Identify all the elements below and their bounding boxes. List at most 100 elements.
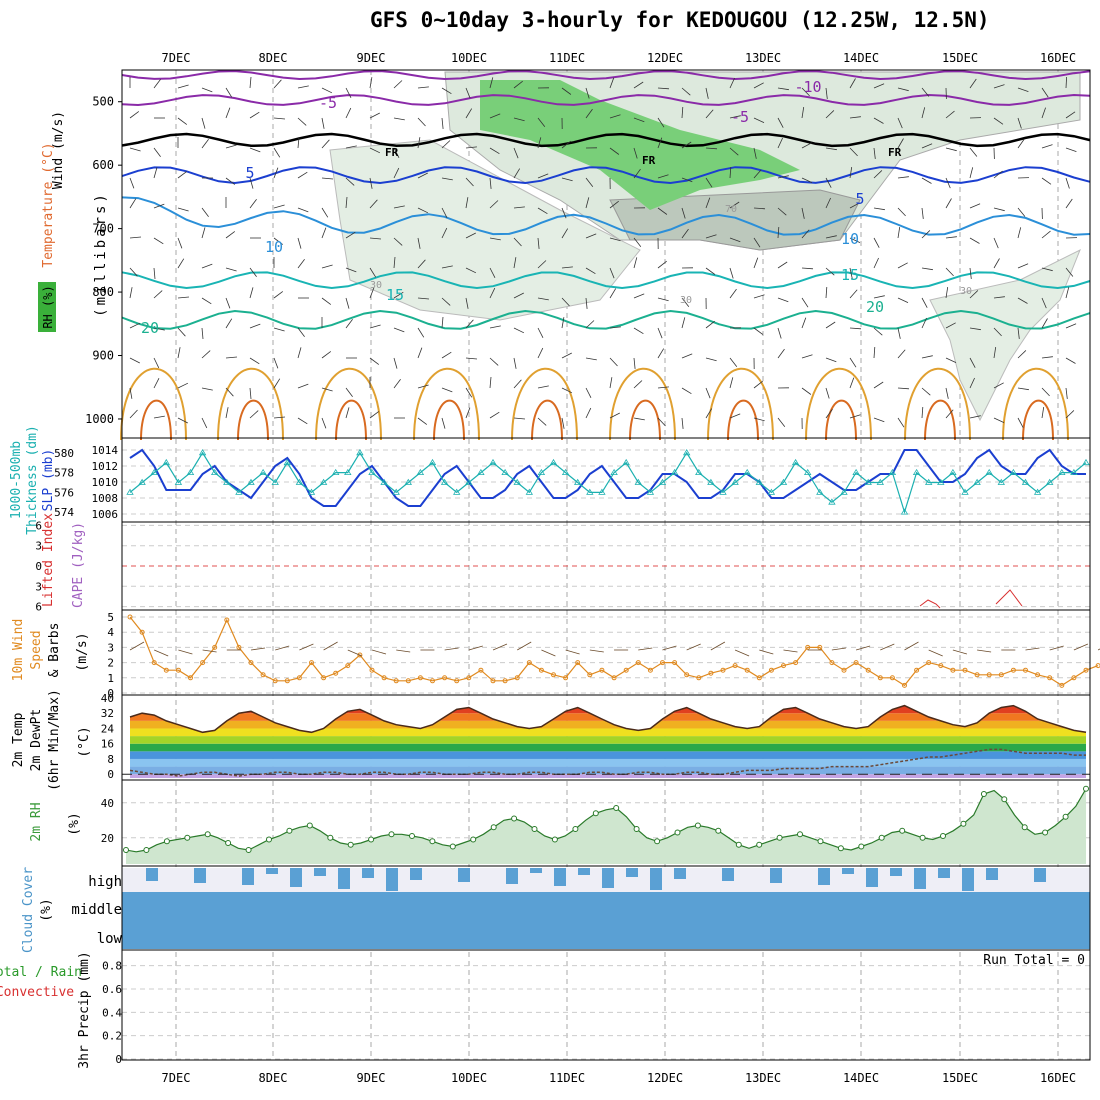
p1-y-tick: 500	[92, 95, 114, 109]
temp-band	[130, 758, 1086, 767]
thickness-point	[743, 468, 751, 475]
wind10-barb	[638, 647, 653, 651]
wind-barb	[249, 177, 254, 189]
thickness-point	[223, 478, 231, 485]
wind-barb	[537, 137, 542, 149]
wind-barb	[129, 147, 141, 152]
wind-barb	[705, 267, 716, 275]
wind-barb	[1065, 410, 1075, 419]
wind-barb	[465, 357, 478, 360]
wind-barb	[585, 197, 590, 209]
wind-barb	[345, 297, 350, 309]
wind-barb	[873, 381, 884, 389]
wind10-point	[333, 670, 339, 676]
wind-barb	[465, 197, 469, 209]
wind-barb	[1041, 144, 1053, 149]
wind-barb	[345, 196, 348, 209]
thickness-point	[961, 488, 969, 495]
wind-barb	[417, 259, 426, 269]
wind-barb	[129, 198, 137, 209]
wind-barb	[297, 258, 305, 269]
wind-barb	[417, 117, 426, 127]
wind10-point	[986, 672, 992, 678]
wind-barb	[201, 350, 211, 359]
thickness-point	[174, 478, 183, 485]
wind10-barb	[299, 643, 314, 651]
wind-barb	[921, 406, 924, 419]
wind10-point	[805, 644, 811, 650]
wind-barb	[249, 198, 257, 209]
wind10-point	[454, 678, 460, 684]
wind-barb	[441, 177, 453, 181]
surface-temp-contour	[413, 367, 480, 441]
wind10-point	[478, 667, 484, 673]
wind-barb	[1041, 387, 1050, 397]
p1-y-tick: 700	[92, 222, 114, 236]
wind-barb	[873, 117, 884, 124]
rh2m-point	[1062, 813, 1069, 820]
wind10-barb	[880, 643, 895, 651]
wind-barb	[897, 176, 909, 179]
wind-barb	[633, 357, 636, 369]
p5-label-b: 2m DewPt	[29, 709, 44, 772]
wind-barb	[249, 387, 252, 400]
wind-barb	[969, 167, 974, 179]
wind-barb	[657, 417, 666, 427]
wind-barb	[585, 297, 588, 309]
wind-barb	[633, 417, 645, 421]
wind10-barb	[371, 649, 387, 655]
freezing-level-label: FR	[888, 146, 902, 159]
wind10-barb	[129, 641, 145, 651]
wind10-point	[236, 644, 242, 650]
run-total-label: Run Total = 0	[983, 953, 1085, 968]
thickness-point	[731, 478, 739, 485]
x-tick-label-bottom: 7DEC	[162, 1071, 191, 1085]
temp-band	[130, 720, 1086, 729]
thickness-point	[501, 468, 509, 475]
wind10-point	[526, 660, 532, 666]
thickness-point	[1045, 478, 1054, 485]
surface-temp-contour	[140, 399, 172, 441]
wind-barb	[537, 207, 548, 215]
thickness-point	[876, 478, 885, 485]
wind-barb	[897, 417, 905, 428]
wind-barb	[945, 236, 957, 239]
wind-barb	[321, 297, 332, 305]
rh2m-point	[776, 834, 783, 841]
wind-barb	[633, 257, 638, 269]
wind-barb	[1017, 350, 1027, 359]
wind10-point	[466, 675, 472, 681]
wind-barb	[1065, 387, 1068, 399]
p1-y-tick: 600	[92, 158, 114, 172]
thickness-point	[319, 478, 328, 485]
wind-barb	[897, 262, 908, 269]
wind-barb	[729, 413, 741, 419]
p2-y-right-tick: 1006	[92, 508, 119, 521]
surface-temp-contour	[511, 367, 578, 441]
wind-barb	[153, 357, 160, 369]
thickness-point	[864, 478, 872, 485]
wind10-point	[768, 667, 774, 673]
wind10-barb	[396, 649, 411, 653]
wind-barb	[201, 327, 204, 340]
rh2m-point	[204, 831, 211, 838]
thickness-point	[803, 468, 812, 475]
wind-barb	[873, 417, 885, 423]
wind-barb	[633, 147, 638, 159]
wind-barb	[921, 355, 933, 359]
wind-barb	[585, 267, 596, 275]
wind10-point	[442, 675, 448, 681]
chart-title: GFS 0~10day 3-hourly for KEDOUGOU (12.25…	[370, 8, 990, 32]
thickness-point	[779, 478, 788, 485]
rh2m-series-line	[125, 788, 1087, 853]
thickness-point	[900, 508, 909, 515]
p1-y-tick: 800	[92, 285, 114, 299]
wind10-point	[853, 660, 859, 666]
wind-barb	[657, 297, 669, 302]
p8-y-tick: 0.6	[102, 983, 122, 996]
wind-barb	[321, 117, 325, 129]
wind-barb	[561, 352, 572, 359]
wind-barb	[1041, 356, 1053, 359]
wind-barb	[945, 177, 951, 189]
surface-temp-contour	[335, 399, 367, 441]
